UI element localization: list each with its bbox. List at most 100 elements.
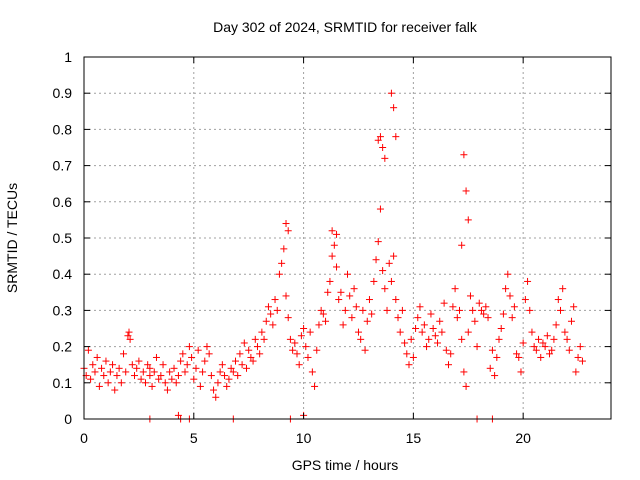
data-point (517, 368, 525, 376)
data-point (333, 230, 341, 238)
data-point (442, 346, 450, 354)
data-point (486, 364, 494, 372)
data-point (89, 361, 97, 369)
data-point (484, 314, 492, 322)
data-point (535, 335, 543, 343)
data-point (284, 227, 292, 235)
data-point (440, 299, 448, 307)
data-point (330, 241, 338, 249)
y-tick-label: 0.7 (53, 158, 73, 174)
data-point (348, 314, 356, 322)
data-point (346, 292, 354, 300)
data-point (126, 335, 134, 343)
x-tick-label: 0 (80, 430, 88, 446)
data-point (390, 104, 398, 112)
data-point (166, 368, 174, 376)
data-point (93, 353, 101, 361)
data-point (269, 321, 277, 329)
data-point (449, 303, 457, 311)
data-point (570, 303, 578, 311)
data-point (295, 361, 303, 369)
data-point (196, 382, 204, 390)
data-point (148, 382, 156, 390)
data-point (183, 361, 191, 369)
data-point (223, 382, 231, 390)
data-point (541, 343, 549, 351)
data-point (304, 353, 312, 361)
data-point (174, 372, 182, 380)
data-point (559, 285, 567, 293)
data-point (510, 303, 518, 311)
data-point (278, 259, 286, 267)
data-point (469, 306, 477, 314)
data-point (238, 361, 246, 369)
data-point (300, 325, 308, 332)
data-point (146, 372, 154, 380)
data-point (150, 368, 158, 376)
data-point (537, 353, 545, 361)
data-point (159, 361, 167, 369)
data-point (280, 245, 288, 253)
data-point (394, 314, 402, 322)
data-point (201, 357, 209, 365)
data-point (482, 303, 490, 311)
data-point (328, 227, 336, 235)
data-point (521, 296, 529, 304)
data-point (556, 306, 564, 314)
data-point (174, 411, 182, 419)
data-point (333, 263, 341, 271)
data-point (120, 350, 128, 358)
data-point (258, 328, 266, 336)
data-point (199, 368, 207, 376)
data-point (188, 353, 196, 361)
data-point (256, 350, 264, 358)
data-point (308, 368, 316, 376)
data-point (128, 361, 136, 369)
data-point (563, 335, 571, 343)
data-point (491, 372, 499, 380)
data-point (379, 144, 387, 151)
data-point (352, 303, 360, 311)
axis-ticks (83, 56, 611, 420)
data-point (460, 368, 468, 376)
data-point (247, 353, 255, 361)
data-point (418, 328, 426, 336)
data-point (502, 285, 510, 293)
data-point (464, 328, 472, 336)
data-point (370, 277, 378, 285)
data-point (227, 364, 235, 372)
data-point (477, 306, 485, 314)
data-point (379, 267, 387, 275)
data-point (554, 296, 562, 304)
data-point (372, 256, 380, 264)
data-point (214, 379, 222, 387)
data-point (267, 310, 275, 318)
data-point (548, 346, 556, 354)
data-point (374, 136, 382, 144)
data-point (381, 285, 389, 293)
data-point (322, 317, 330, 325)
data-point (412, 325, 420, 332)
data-point (306, 328, 314, 336)
y-tick-label: 0 (64, 411, 72, 427)
data-point (447, 350, 455, 358)
data-point (354, 328, 362, 336)
data-point (319, 310, 327, 318)
data-point (225, 375, 233, 383)
data-point (253, 343, 261, 351)
data-point (438, 328, 446, 336)
data-point (168, 375, 176, 383)
data-point (328, 252, 336, 260)
data-point (337, 288, 345, 296)
data-point (260, 335, 268, 343)
data-point (302, 343, 310, 351)
data-point (216, 368, 224, 376)
data-point (181, 368, 189, 376)
data-point (462, 187, 470, 195)
data-point (414, 314, 422, 322)
data-point (324, 288, 332, 296)
data-point (493, 353, 501, 361)
data-point (245, 346, 253, 354)
data-point (155, 375, 163, 383)
